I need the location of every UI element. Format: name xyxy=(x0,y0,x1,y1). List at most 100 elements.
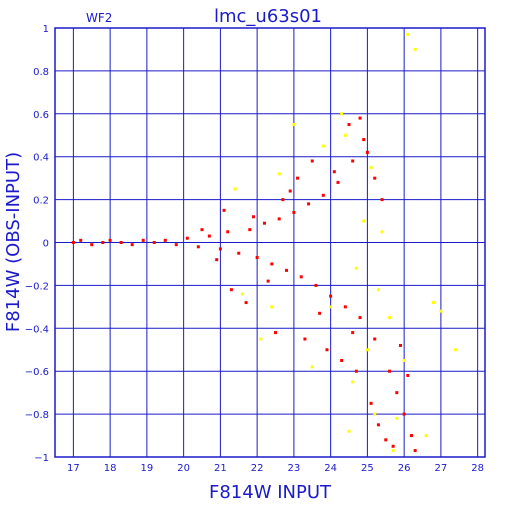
x-axis-label: F814W INPUT xyxy=(209,482,332,503)
y-tick-label: 0.8 xyxy=(33,67,49,78)
data-point xyxy=(439,309,443,313)
data-point xyxy=(395,391,399,395)
data-point xyxy=(351,159,355,163)
data-point xyxy=(406,373,410,377)
data-point xyxy=(354,369,358,373)
x-tick-label: 18 xyxy=(104,463,117,474)
data-point xyxy=(354,266,358,270)
y-tick-label: 0.6 xyxy=(33,110,49,121)
data-point xyxy=(380,230,384,234)
data-point xyxy=(362,219,366,223)
data-point xyxy=(358,316,362,320)
data-point xyxy=(424,434,428,438)
data-point xyxy=(310,159,314,163)
y-tick-label: −0.8 xyxy=(25,410,49,421)
data-point xyxy=(255,256,259,260)
data-point xyxy=(321,144,325,148)
data-point xyxy=(185,236,189,240)
panel-label: WF2 xyxy=(86,11,112,25)
data-point xyxy=(207,234,211,238)
data-point xyxy=(244,301,248,305)
data-point xyxy=(395,416,399,420)
data-point xyxy=(307,202,311,206)
data-points xyxy=(71,32,458,453)
data-point xyxy=(376,288,380,292)
x-tick-label: 27 xyxy=(435,463,448,474)
y-tick-label: −0.6 xyxy=(25,367,49,378)
data-point xyxy=(351,380,355,384)
data-point xyxy=(292,210,296,214)
data-point xyxy=(277,172,281,176)
data-point xyxy=(391,449,395,453)
data-point xyxy=(281,198,285,202)
x-tick-label: 22 xyxy=(251,463,264,474)
x-tick-label: 25 xyxy=(361,463,374,474)
data-point xyxy=(274,331,278,335)
y-tick-label: 0.4 xyxy=(33,153,49,164)
data-point xyxy=(226,230,230,234)
data-point xyxy=(343,305,347,309)
data-point xyxy=(108,238,112,242)
data-point xyxy=(303,337,307,341)
data-point xyxy=(347,123,351,127)
data-point xyxy=(270,262,274,266)
x-tick-label: 17 xyxy=(67,463,80,474)
x-tick-label: 24 xyxy=(324,463,337,474)
data-point xyxy=(277,217,281,221)
data-point xyxy=(314,283,318,287)
data-point xyxy=(215,258,219,262)
data-point xyxy=(240,292,244,296)
y-axis-label: F814W (OBS-INPUT) xyxy=(3,152,24,332)
data-point xyxy=(174,243,178,247)
data-point xyxy=(402,358,406,362)
y-tick-label: −0.2 xyxy=(25,281,49,292)
x-tick-label: 20 xyxy=(177,463,190,474)
data-point xyxy=(90,243,94,247)
data-point xyxy=(237,251,241,255)
chart-title: lmc_u63s01 xyxy=(214,6,322,27)
y-tick-label: 0 xyxy=(43,239,49,250)
data-point xyxy=(402,412,406,416)
data-point xyxy=(288,189,292,193)
data-point xyxy=(222,208,226,212)
data-point xyxy=(391,444,395,448)
data-point xyxy=(141,238,145,242)
data-point xyxy=(365,348,369,352)
data-point xyxy=(384,438,388,442)
data-point xyxy=(343,133,347,137)
data-point xyxy=(79,238,83,242)
data-point xyxy=(358,116,362,120)
data-point xyxy=(251,215,255,219)
data-point xyxy=(101,241,105,244)
data-point xyxy=(130,243,134,247)
data-point xyxy=(387,369,391,373)
data-point xyxy=(318,311,322,315)
y-tick-label: −1 xyxy=(34,453,49,464)
data-point xyxy=(299,275,303,279)
data-point xyxy=(262,221,266,225)
data-point xyxy=(285,268,289,272)
data-point xyxy=(325,348,329,352)
data-point xyxy=(373,337,377,341)
data-point xyxy=(454,348,458,352)
data-point xyxy=(376,423,380,427)
data-point xyxy=(369,401,373,405)
x-tick-label: 23 xyxy=(288,463,301,474)
data-point xyxy=(196,245,200,249)
data-point xyxy=(369,165,373,169)
data-point xyxy=(340,112,344,116)
data-point xyxy=(365,150,369,154)
tick-labels: 17 18 19 20 21 22 23 24 25 26 27 28 −1 −0.8 −0.6 −0.4 −0… xyxy=(25,24,484,474)
data-point xyxy=(259,337,263,341)
data-point xyxy=(248,228,252,232)
x-tick-label: 28 xyxy=(471,463,484,474)
data-point xyxy=(387,316,391,320)
data-point xyxy=(270,305,274,309)
y-tick-label: 0.2 xyxy=(33,196,49,207)
data-point xyxy=(229,288,233,292)
data-point xyxy=(409,434,413,438)
data-point xyxy=(406,32,410,36)
data-point xyxy=(373,412,377,416)
data-point xyxy=(398,343,402,347)
